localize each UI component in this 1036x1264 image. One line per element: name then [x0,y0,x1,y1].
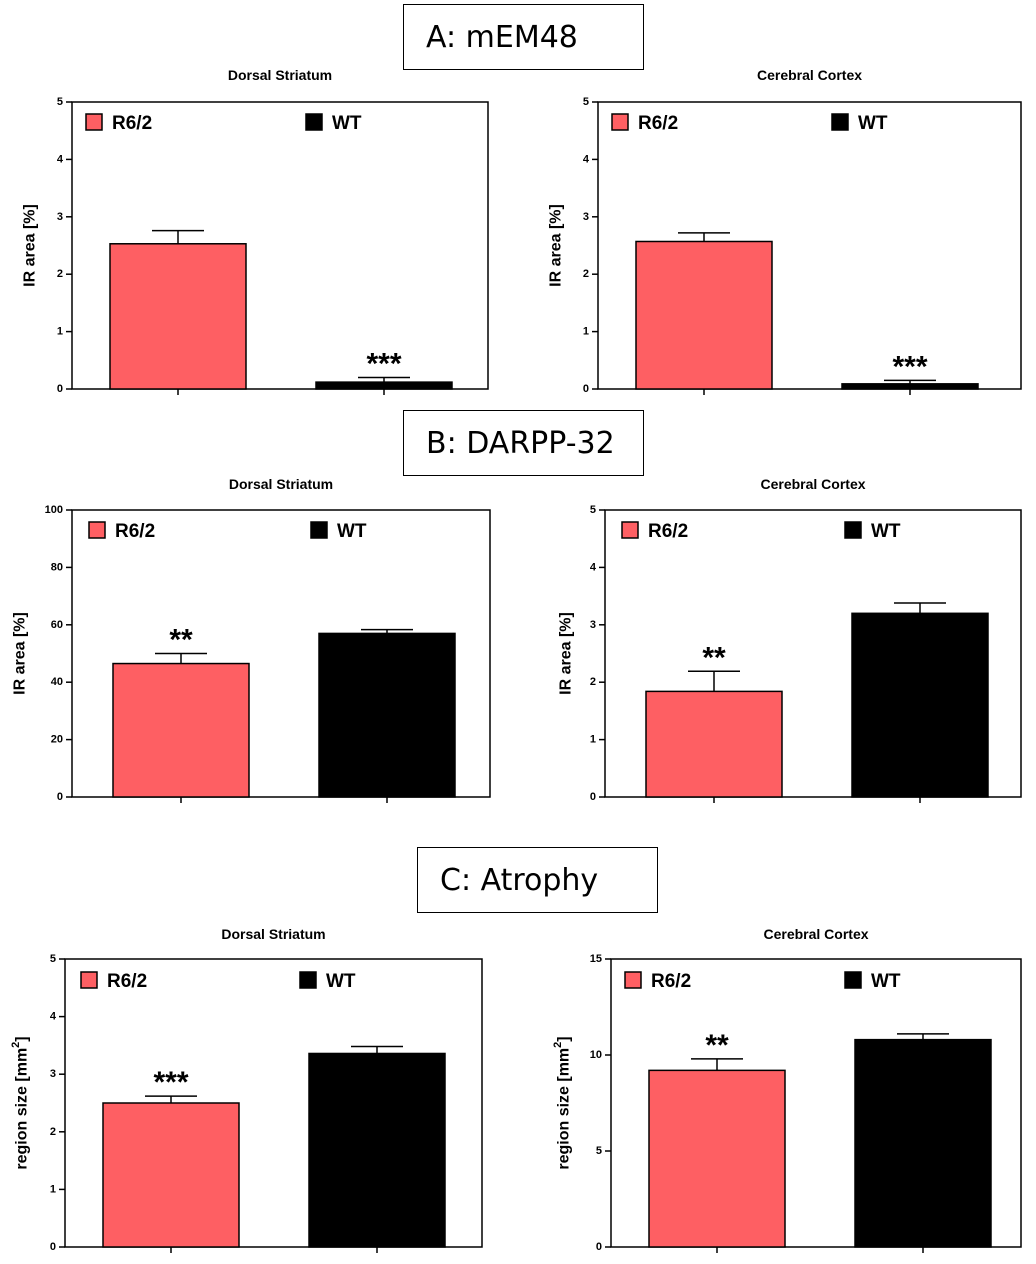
significance-mark: ** [702,641,726,674]
y-tick-label: 5 [583,96,589,108]
legend-swatch [611,113,629,131]
y-tick-label: 2 [57,268,63,280]
y-tick-label: 3 [590,619,596,631]
legend-label: R6/2 [115,521,155,542]
y-tick-label: 5 [596,1145,602,1157]
plot-frame [597,101,1022,390]
y-tick-label: 4 [590,561,597,573]
legend-swatch [85,113,103,131]
significance-mark: *** [892,350,927,383]
y-tick-label: 5 [50,953,56,965]
legend-swatch [624,971,642,989]
section-a-label: A: mEM48 [403,4,644,70]
chart-title: Dorsal Striatum [228,67,332,83]
y-tick-label: 1 [50,1183,56,1195]
legend-label: WT [871,971,901,992]
y-tick-label: 1 [57,326,63,338]
y-tick-label: 0 [583,383,589,395]
y-axis-title: IR area [%] [22,204,39,287]
legend-swatch [844,521,862,539]
bar-wt [841,383,979,390]
section-b-label: B: DARPP-32 [403,410,644,476]
y-tick-label: 100 [45,504,63,516]
legend-swatch [621,521,639,539]
bar-r6-2 [648,1069,786,1248]
plot-frame [71,101,489,390]
y-axis-title: IR area [%] [558,612,575,695]
bar-wt [315,381,453,390]
legend-swatch [88,521,106,539]
y-axis-title: region size [mm2] [552,1036,573,1169]
legend-swatch [305,113,323,131]
significance-mark: ** [169,624,193,657]
y-axis-title: IR area [%] [548,204,565,287]
y-tick-label: 2 [583,268,589,280]
bar-r6-2 [645,690,783,798]
bar-r6-2 [102,1102,240,1248]
y-tick-label: 5 [57,96,63,108]
legend-swatch [80,971,98,989]
y-tick-label: 4 [583,153,590,165]
y-tick-label: 20 [51,734,63,746]
legend-label: R6/2 [107,971,147,992]
bar-wt [851,612,989,798]
y-tick-label: 40 [51,676,63,688]
legend-label: WT [858,113,888,134]
y-tick-label: 10 [590,1049,602,1061]
y-axis-title: IR area [%] [12,612,29,695]
legend-swatch [299,971,317,989]
legend-label: WT [337,521,367,542]
bar-r6-2 [109,243,247,390]
chart-title: Cerebral Cortex [757,67,862,83]
y-tick-label: 0 [50,1241,56,1253]
y-tick-label: 0 [57,791,63,803]
chart-title: Dorsal Striatum [229,476,333,492]
significance-mark: ** [705,1029,729,1062]
plot-frame [610,958,1022,1248]
y-tick-label: 4 [57,153,64,165]
y-tick-label: 60 [51,619,63,631]
y-axis-title: region size [mm2] [10,1036,31,1169]
legend-label: R6/2 [651,971,691,992]
chart-title: Cerebral Cortex [763,926,868,942]
significance-mark: *** [366,348,401,381]
section-c-label: C: Atrophy [417,847,658,913]
bar-r6-2 [635,240,773,390]
bar-wt [308,1052,446,1248]
y-tick-label: 15 [590,953,602,965]
legend-label: WT [326,971,356,992]
y-tick-label: 2 [590,676,596,688]
y-tick-label: 1 [583,326,589,338]
bar-wt [854,1038,992,1248]
legend-label: WT [332,113,362,134]
y-tick-label: 0 [57,383,63,395]
legend-label: WT [871,521,901,542]
y-tick-label: 3 [583,211,589,223]
chart-title: Cerebral Cortex [760,476,865,492]
plot-frame [64,958,483,1248]
bar-r6-2 [112,662,250,798]
y-tick-label: 0 [596,1241,602,1253]
legend-swatch [831,113,849,131]
y-tick-label: 0 [590,791,596,803]
legend-swatch [310,521,328,539]
chart-title: Dorsal Striatum [221,926,325,942]
plot-frame [604,509,1022,798]
legend-label: R6/2 [112,113,152,134]
y-tick-label: 2 [50,1126,56,1138]
bar-wt [318,632,456,798]
legend-label: R6/2 [648,521,688,542]
y-tick-label: 4 [50,1011,57,1023]
y-tick-label: 80 [51,561,63,573]
y-tick-label: 5 [590,504,596,516]
legend-label: R6/2 [638,113,678,134]
legend-swatch [844,971,862,989]
significance-mark: *** [153,1066,188,1099]
y-tick-label: 3 [50,1068,56,1080]
y-tick-label: 1 [590,734,596,746]
y-tick-label: 3 [57,211,63,223]
plot-frame [71,509,491,798]
